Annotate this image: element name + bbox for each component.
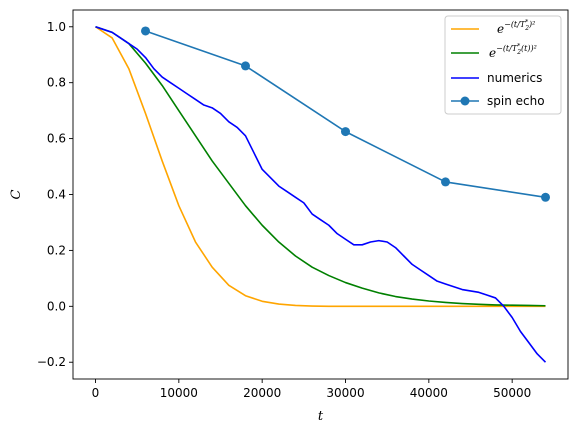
legend-label-3: spin echo — [487, 94, 545, 108]
x-axis-label: t — [318, 409, 324, 424]
series-line-1 — [95, 26, 546, 307]
series-marker-3-1 — [241, 61, 250, 71]
legend-label-1: e−(t/T* 2(t))² — [489, 43, 537, 60]
y-tick-label: −0.2 — [37, 355, 66, 369]
legend-marker-3 — [460, 96, 470, 106]
x-tick-label: 30000 — [326, 386, 364, 400]
series-marker-3-0 — [141, 26, 150, 36]
y-tick-label: 0.2 — [47, 243, 66, 257]
legend-label-0: e−(t/T* 2)² — [497, 19, 535, 36]
series-line-0 — [95, 26, 546, 308]
y-tick-label: 0.6 — [47, 132, 66, 146]
legend-label-2: numerics — [487, 71, 542, 85]
x-tick-label: 0 — [92, 386, 100, 400]
x-tick-label: 10000 — [160, 386, 198, 400]
series-marker-3-3 — [441, 177, 450, 187]
series-marker-3-4 — [541, 192, 550, 202]
legend: e−(t/T* 2)² e−(t/T* 2(t))² numerics spin echo — [444, 15, 562, 115]
x-tick-label: 50000 — [493, 386, 531, 400]
y-tick-label: 0.4 — [47, 188, 66, 202]
y-tick-label: 0.0 — [47, 299, 66, 313]
y-tick-label: 0.8 — [47, 76, 66, 90]
y-axis-label: C — [9, 189, 24, 199]
x-tick-label: 40000 — [410, 386, 448, 400]
series-line-2 — [95, 26, 547, 363]
x-tick-label: 20000 — [243, 386, 281, 400]
legend-box — [444, 15, 562, 115]
y-tick-label: 1.0 — [47, 20, 66, 34]
series-marker-3-2 — [341, 127, 350, 137]
